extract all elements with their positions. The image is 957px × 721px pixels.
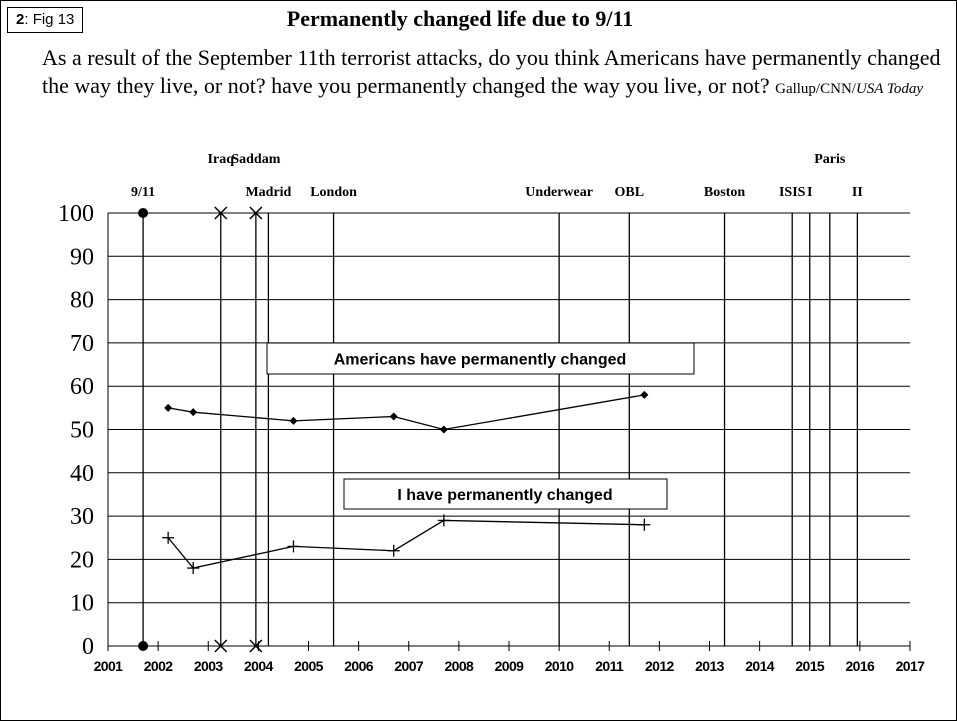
event-label: Saddam xyxy=(231,152,280,167)
event-marker-x-stroke xyxy=(214,206,228,220)
event-marker-x xyxy=(214,206,228,220)
y-tick-label: 80 xyxy=(70,288,94,314)
series-label: I have permanently changed xyxy=(397,487,612,504)
x-tick-label: 2014 xyxy=(745,658,775,674)
event-label: Underwear xyxy=(525,185,593,200)
series-label: Americans have permanently changed xyxy=(334,352,627,369)
x-tick-label: 2003 xyxy=(194,658,224,674)
y-tick-label: 10 xyxy=(70,591,94,617)
data-point xyxy=(437,514,450,527)
x-tick-label: 2006 xyxy=(344,658,374,674)
y-tick-label: 90 xyxy=(70,244,94,270)
data-point xyxy=(387,544,400,557)
x-tick-label: 2013 xyxy=(695,658,725,674)
y-tick-label: 60 xyxy=(70,374,94,400)
x-tick-label: 2005 xyxy=(294,658,324,674)
x-tick-label: 2016 xyxy=(846,658,876,674)
data-point xyxy=(640,390,649,399)
event-label: OBL xyxy=(615,185,645,200)
event-marker-x xyxy=(249,206,263,220)
event-label: Iraq xyxy=(208,152,235,167)
event-label: ISIS xyxy=(779,185,806,200)
data-point xyxy=(162,531,175,544)
event-label: II xyxy=(852,185,863,200)
event-label: I xyxy=(807,185,812,200)
data-point xyxy=(187,562,200,575)
source-italic: USA Today xyxy=(855,81,924,97)
y-tick-label: 100 xyxy=(58,201,94,227)
data-point xyxy=(289,416,298,425)
y-tick-label: 40 xyxy=(70,461,94,487)
x-tick-label: 2004 xyxy=(244,658,274,674)
grid-layer xyxy=(108,212,910,604)
event-label: Madrid xyxy=(245,185,291,200)
data-point xyxy=(439,425,448,434)
event-label: London xyxy=(310,185,357,200)
x-tick-label: 2011 xyxy=(595,658,624,674)
x-tick-label: 2008 xyxy=(445,658,475,674)
series-label-box xyxy=(343,478,668,510)
y-tick-label: 50 xyxy=(70,418,94,444)
series-layer xyxy=(162,390,651,575)
event-marker-dot xyxy=(138,208,149,218)
x-tick-label: 2010 xyxy=(545,658,575,674)
x-tick-label: 2001 xyxy=(94,658,124,674)
event-label: 9/11 xyxy=(131,185,155,200)
data-point xyxy=(638,518,651,531)
series-label-box xyxy=(266,342,695,375)
x-tick-label: 2012 xyxy=(645,658,675,674)
source-citation: Gallup/CNN/USA Today xyxy=(775,81,923,97)
data-point xyxy=(189,408,198,417)
axis-layer: 0 10 20 30 40 50 60 70 80 90 100 2001 2002 2003 2004 20… xyxy=(58,201,926,674)
y-tick-label: 70 xyxy=(70,331,94,357)
series-line xyxy=(168,394,645,431)
data-point xyxy=(389,412,398,421)
chart-title: Permanently changed life due to 9/11 xyxy=(286,6,634,31)
data-point xyxy=(164,403,173,412)
slide-figure-label: Fig 13 xyxy=(32,11,75,28)
y-tick-label: 30 xyxy=(70,504,94,530)
slide-label-sep: : xyxy=(24,11,33,28)
slide-number: 2 xyxy=(16,11,25,28)
series-label-layer: Americans have permanently changed I have… xyxy=(266,342,695,510)
event-label: Paris xyxy=(814,152,846,167)
y-tick-label: 0 xyxy=(82,634,94,660)
event-label: Boston xyxy=(704,185,745,200)
slide-label: 2: Fig 13 xyxy=(7,7,84,33)
series-line xyxy=(167,519,645,569)
survey-question: As a result of the September 11th terror… xyxy=(42,44,942,103)
question-text: As a result of the September 11th terror… xyxy=(42,45,941,98)
x-tick-label: 2009 xyxy=(495,658,525,674)
source-plain: Gallup/CNN/ xyxy=(775,81,856,97)
x-tick-label: 2017 xyxy=(896,658,926,674)
x-tick-label: 2015 xyxy=(795,658,825,674)
y-tick-label: 20 xyxy=(70,547,94,573)
x-tick-label: 2007 xyxy=(394,658,424,674)
x-tick-label: 2002 xyxy=(144,658,174,674)
data-point xyxy=(287,540,300,553)
event-marker-x-stroke xyxy=(249,206,263,220)
